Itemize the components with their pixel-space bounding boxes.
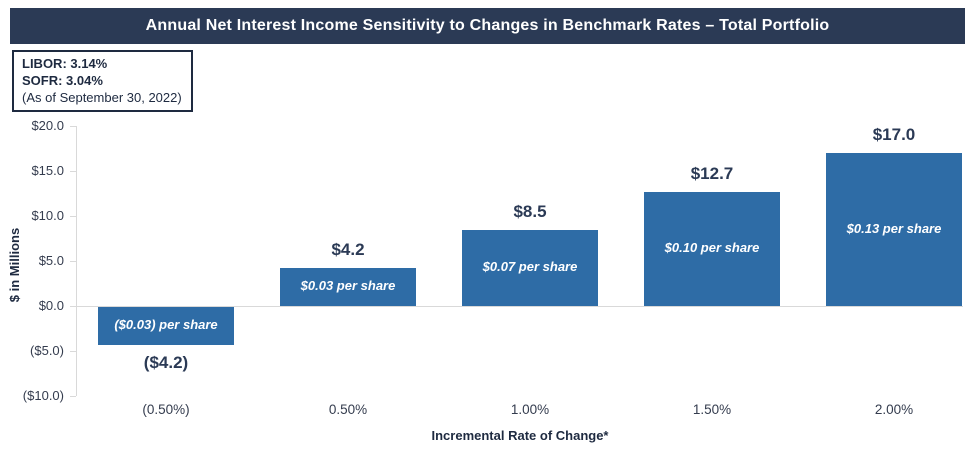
sofr-rate-text: SOFR: 3.04% bbox=[22, 73, 103, 88]
chart-title: Annual Net Interest Income Sensitivity t… bbox=[145, 17, 830, 34]
y-tick-label: $20.0 bbox=[31, 118, 64, 133]
x-tick-label: 2.00% bbox=[874, 402, 914, 417]
y-tick-label: $0.0 bbox=[38, 298, 64, 313]
y-axis-line bbox=[76, 126, 77, 396]
per-share-annotation: $0.13 per share bbox=[846, 220, 942, 236]
data-bar: $0.07 per share bbox=[462, 229, 598, 306]
x-tick-label: 1.00% bbox=[510, 402, 550, 417]
bar-value-label: ($4.2) bbox=[143, 352, 189, 372]
libor-rate-text: LIBOR: 3.14% bbox=[22, 56, 108, 71]
y-tick-label: $5.0 bbox=[38, 253, 64, 268]
data-bar: ($0.03) per share bbox=[98, 307, 234, 345]
bar-value-label: $12.7 bbox=[690, 163, 734, 183]
benchmark-rates-info-box: LIBOR: 3.14% SOFR: 3.04% (As of Septembe… bbox=[12, 50, 193, 112]
y-tick-label: $15.0 bbox=[31, 163, 64, 178]
y-tick-mark bbox=[70, 396, 76, 397]
per-share-annotation: $0.10 per share bbox=[664, 239, 760, 255]
per-share-annotation: $0.03 per share bbox=[300, 278, 396, 294]
data-bar: $0.10 per share bbox=[644, 191, 780, 306]
y-tick-mark bbox=[70, 171, 76, 172]
y-tick-mark bbox=[70, 351, 76, 352]
bar-value-label: $8.5 bbox=[513, 201, 547, 221]
data-bar: $0.13 per share bbox=[826, 153, 962, 306]
y-tick-mark bbox=[70, 261, 76, 262]
per-share-annotation: ($0.03) per share bbox=[114, 316, 218, 332]
chart-title-bar: Annual Net Interest Income Sensitivity t… bbox=[10, 8, 965, 44]
as-of-date-text: (As of September 30, 2022) bbox=[22, 90, 182, 105]
x-tick-label: (0.50%) bbox=[142, 402, 190, 417]
y-tick-label: $10.0 bbox=[31, 208, 64, 223]
per-share-annotation: $0.07 per share bbox=[482, 258, 578, 274]
y-tick-mark bbox=[70, 126, 76, 127]
y-tick-mark bbox=[70, 216, 76, 217]
bar-value-label: $17.0 bbox=[872, 125, 916, 144]
zero-baseline bbox=[76, 306, 963, 307]
y-tick-mark bbox=[70, 306, 76, 307]
x-tick-label: 0.50% bbox=[328, 402, 368, 417]
y-tick-label: ($5.0) bbox=[30, 343, 64, 358]
data-bar: $0.03 per share bbox=[280, 268, 416, 306]
bar-value-label: $4.2 bbox=[331, 240, 365, 260]
y-tick-label: ($10.0) bbox=[22, 388, 64, 403]
x-axis-title: Incremental Rate of Change* bbox=[431, 428, 609, 443]
x-tick-label: 1.50% bbox=[692, 402, 732, 417]
